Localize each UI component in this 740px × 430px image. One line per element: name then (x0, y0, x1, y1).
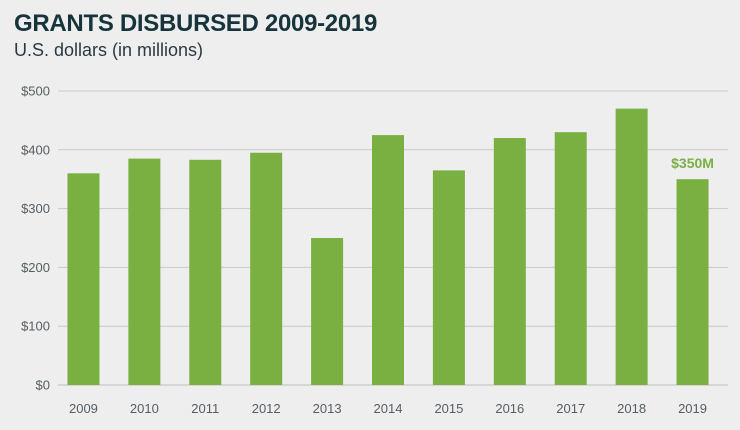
x-tick-label: 2017 (556, 401, 585, 416)
bar-2012 (250, 152, 283, 385)
y-tick-label: $300 (21, 201, 50, 216)
bar-2017 (554, 132, 587, 385)
x-tick-label: 2010 (130, 401, 159, 416)
bar-2019 (676, 179, 709, 385)
x-tick-label: 2011 (191, 401, 219, 416)
bar-2014 (372, 135, 404, 385)
bar-2011 (189, 159, 222, 385)
y-tick-label: $400 (21, 142, 50, 157)
x-tick-label: 2015 (434, 401, 463, 416)
bar-2009 (67, 173, 100, 385)
x-tick-label: 2012 (252, 401, 281, 416)
x-tick-label: 2009 (69, 401, 98, 416)
x-tick-label: 2019 (678, 401, 707, 416)
y-tick-label: $200 (21, 260, 50, 275)
x-tick-label: 2013 (313, 401, 342, 416)
bar-2010 (128, 158, 161, 385)
bar-2013 (311, 238, 344, 385)
bar-2016 (493, 138, 526, 385)
chart-subtitle: U.S. dollars (in millions) (14, 40, 204, 60)
y-tick-label: $100 (21, 319, 50, 334)
chart-title: GRANTS DISBURSED 2009-2019 (14, 10, 377, 37)
y-tick-label: $0 (36, 378, 50, 393)
bar-2018 (615, 108, 648, 385)
y-tick-label: $500 (21, 84, 50, 99)
data-label-2019: $350M (671, 155, 714, 171)
x-tick-label: 2018 (617, 401, 646, 416)
bar-2015 (432, 170, 465, 385)
x-tick-label: 2016 (495, 401, 524, 416)
x-tick-label: 2014 (374, 401, 403, 416)
